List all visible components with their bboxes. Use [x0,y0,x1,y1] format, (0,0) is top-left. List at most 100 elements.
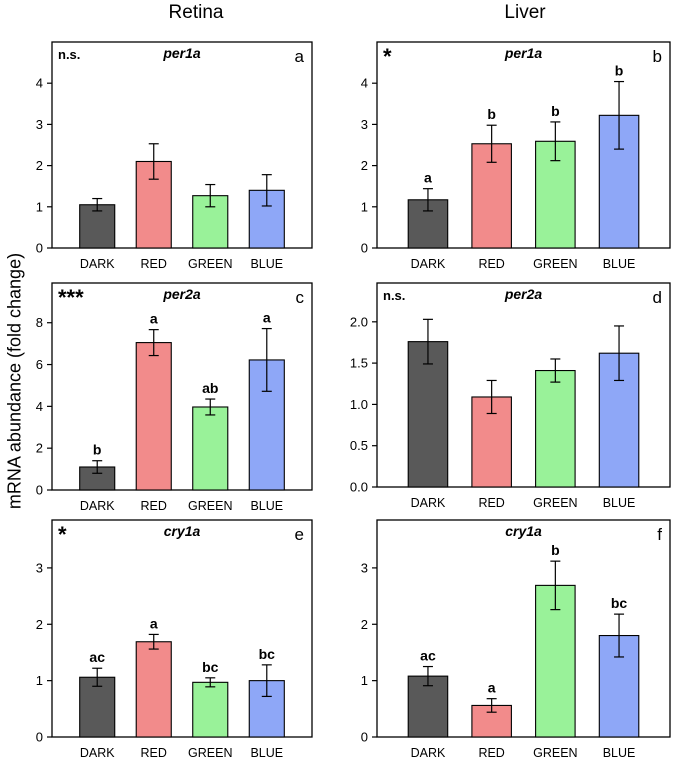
panel-f-label: f [657,525,662,544]
panel-f-xtick-label: DARK [411,746,446,760]
panel-a-ytick-label: 4 [36,76,43,91]
panel-b-significance: * [383,44,392,69]
panel-c-xtick-label: DARK [80,499,115,513]
panel-e-ytick-label: 1 [36,673,43,688]
panel-a-ytick-label: 3 [36,117,43,132]
panel-a-ytick-label: 2 [36,158,43,173]
panel-d-ytick-label: 2.0 [350,314,368,329]
panel-f-ytick-label: 2 [361,617,368,632]
panel-c-frame [51,282,313,491]
panel-f-xtick-label: BLUE [603,746,636,760]
panel-e-xtick-label: DARK [80,746,115,760]
panel-c-letter: b [93,442,102,458]
panel-d-bar-dark [407,341,449,488]
panel-c-label: c [296,288,305,307]
panel-d-xtick-label: GREEN [533,496,577,510]
panel-b-xtick-label: DARK [411,257,446,271]
panel-a-frame [51,41,313,249]
panel-d-ytick-label: 1.0 [350,397,368,412]
panel-d-xtick-label: RED [478,496,504,510]
panel-f-ytick-label: 1 [361,673,368,688]
panel-e-significance: * [58,522,67,547]
panel-e-xtick-label: BLUE [250,746,283,760]
panel-b-xtick-label: GREEN [533,257,577,271]
panel-d-ytick-label: 1.5 [350,356,368,371]
panel-a-xtick-label: BLUE [250,257,283,271]
panel-b-letter: b [615,63,624,79]
panel-a-ytick-label: 1 [36,199,43,214]
panel-c-letter: ab [202,380,218,396]
panel-b-letter: a [424,170,432,186]
panel-e-letter: ac [89,649,105,665]
panel-f-gene-title: cry1a [505,523,542,539]
panel-f-ytick-label: 3 [361,560,368,575]
panel-e-ytick-label: 3 [36,560,43,575]
panel-f-frame [376,519,671,738]
panel-c-ytick-label: 4 [36,399,43,414]
panel-a-gene-title: per1a [162,45,201,61]
panel-d-significance: n.s. [383,288,405,303]
panel-d-ytick-label: 0.5 [350,438,368,453]
panel-c-ytick-label: 0 [36,483,43,498]
panel-b-ytick-label: 4 [361,76,368,91]
panel-c-letter: a [263,310,271,326]
panel-e-letter: bc [202,659,219,675]
panel-c-xtick-label: RED [141,499,167,513]
panel-e-letter: a [150,615,158,631]
panel-c-bar-red [135,342,172,491]
panel-c-xtick-label: BLUE [250,499,283,513]
panel-a-xtick-label: RED [141,257,167,271]
panel-f-letter: b [551,542,560,558]
panel-b-letter: b [487,106,496,122]
column-title-liver: Liver [504,2,546,23]
panel-d-xtick-label: DARK [411,496,446,510]
panel-c-ytick-label: 6 [36,357,43,372]
panel-a-xtick-label: GREEN [188,257,232,271]
panel-e-xtick-label: GREEN [188,746,232,760]
panel-d-ytick-label: 0.0 [350,480,368,495]
panel-e-letter: bc [259,646,276,662]
column-title-retina: Retina [168,2,224,23]
panel-b-label: b [653,47,662,66]
panel-b-ytick-label: 1 [361,199,368,214]
panel-b-ytick-label: 2 [361,158,368,173]
panel-d-label: d [653,288,662,307]
panel-f-letter: a [488,680,496,696]
panel-b-gene-title: per1a [504,45,543,61]
panel-a-ytick-label: 0 [36,241,43,256]
panel-c-ytick-label: 2 [36,441,43,456]
panel-e-xtick-label: RED [141,746,167,760]
panel-b-letter: b [551,103,560,119]
panel-f-letter: ac [420,648,436,664]
panel-d-bar-green [535,369,576,488]
panel-e-ytick-label: 2 [36,617,43,632]
panel-c-significance: *** [58,285,84,310]
panel-c-ytick-label: 8 [36,315,43,330]
panel-f-ytick-label: 0 [361,730,368,745]
panel-b-ytick-label: 0 [361,241,368,256]
panel-b-xtick-label: RED [478,257,504,271]
panel-f-xtick-label: RED [478,746,504,760]
panel-b-frame [376,41,671,249]
panel-e-bar-green [192,681,229,738]
panel-d-xtick-label: BLUE [603,496,636,510]
panel-a-significance: n.s. [58,47,80,62]
panel-b-ytick-label: 3 [361,117,368,132]
panel-e-label: e [295,525,304,544]
panel-f-letter: bc [611,595,628,611]
panel-d-frame [376,282,671,488]
panel-a-label: a [295,47,305,66]
panel-a-xtick-label: DARK [80,257,115,271]
panel-c-bar-green [192,406,229,491]
panel-c-xtick-label: GREEN [188,499,232,513]
panel-c-letter: a [150,311,158,327]
panel-d-gene-title: per2a [504,286,543,302]
panel-e-bar-dark [79,676,116,738]
panel-b-xtick-label: BLUE [603,257,636,271]
